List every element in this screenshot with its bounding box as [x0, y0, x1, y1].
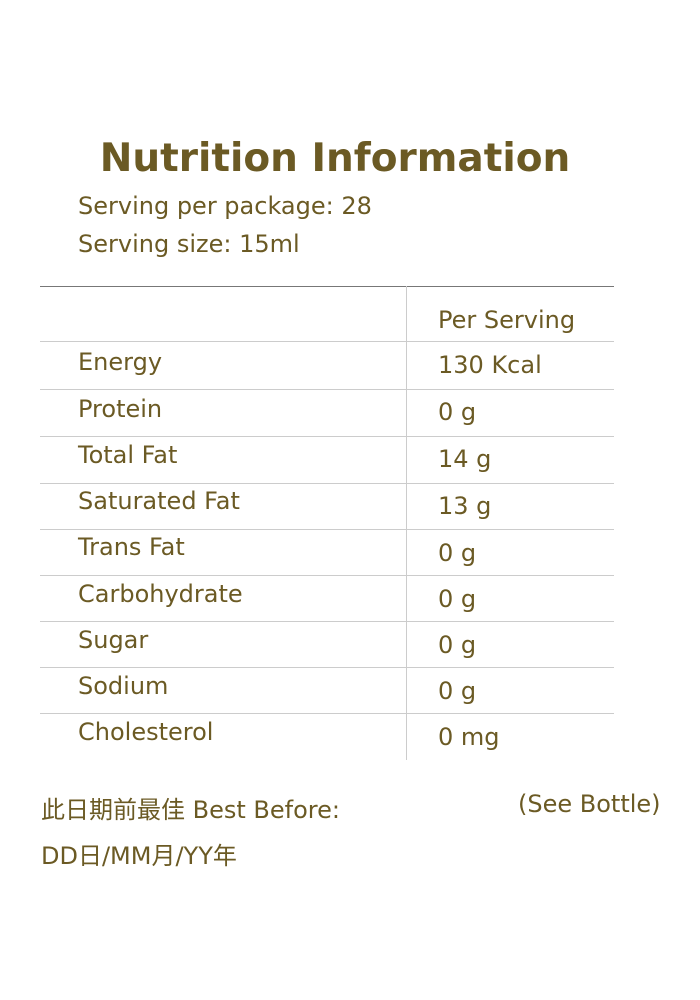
nutrient-label: Carbohydrate — [78, 580, 243, 608]
nutrient-value: 130 Kcal — [438, 351, 542, 379]
table-row: Saturated Fat 13 g — [40, 483, 614, 529]
table-row: Protein 0 g — [40, 389, 614, 436]
column-divider — [406, 286, 407, 760]
nutrient-label: Energy — [78, 348, 163, 376]
best-before-label: Best Before: — [192, 796, 340, 824]
table-row: Carbohydrate 0 g — [40, 575, 614, 621]
nutrient-label: Trans Fat — [78, 533, 185, 561]
nutrient-value: 0 g — [438, 677, 477, 705]
nutrient-value: 0 g — [438, 585, 477, 613]
best-before-chinese: 此日期前最佳 — [41, 796, 185, 824]
table-row: Energy 130 Kcal — [40, 341, 614, 389]
nutrient-value: 0 g — [438, 398, 477, 426]
nutrient-label: Protein — [78, 395, 163, 423]
table-row: Trans Fat 0 g — [40, 529, 614, 575]
table-row: Sugar 0 g — [40, 621, 614, 667]
nutrient-value: 0 mg — [438, 723, 500, 751]
date-format: DD日/MM月/YY年 — [41, 842, 237, 870]
table-row: Sodium 0 g — [40, 667, 614, 713]
serving-per-package: Serving per package: 28 — [78, 192, 372, 220]
table-top-rule — [40, 286, 614, 287]
nutrient-value: 0 g — [438, 631, 477, 659]
table-row: Cholesterol 0 mg — [40, 713, 614, 760]
nutrient-label: Cholesterol — [78, 718, 214, 746]
best-before-line: 此日期前最佳 Best Before: — [41, 790, 340, 825]
nutrition-table: Per Serving Energy 130 Kcal Protein 0 g To… — [40, 286, 614, 760]
see-bottle-note: (See Bottle) — [518, 790, 661, 818]
nutrient-label: Sugar — [78, 626, 149, 654]
nutrient-value: 14 g — [438, 445, 492, 473]
nutrient-value: 0 g — [438, 539, 477, 567]
page-title: Nutrition Information — [99, 136, 571, 181]
nutrient-value: 13 g — [438, 492, 492, 520]
nutrient-label: Saturated Fat — [78, 487, 240, 515]
serving-size: Serving size: 15ml — [78, 230, 300, 258]
nutrient-label: Sodium — [78, 672, 169, 700]
table-row: Total Fat 14 g — [40, 436, 614, 483]
column-header-per-serving: Per Serving — [438, 306, 576, 334]
nutrient-label: Total Fat — [78, 441, 178, 469]
